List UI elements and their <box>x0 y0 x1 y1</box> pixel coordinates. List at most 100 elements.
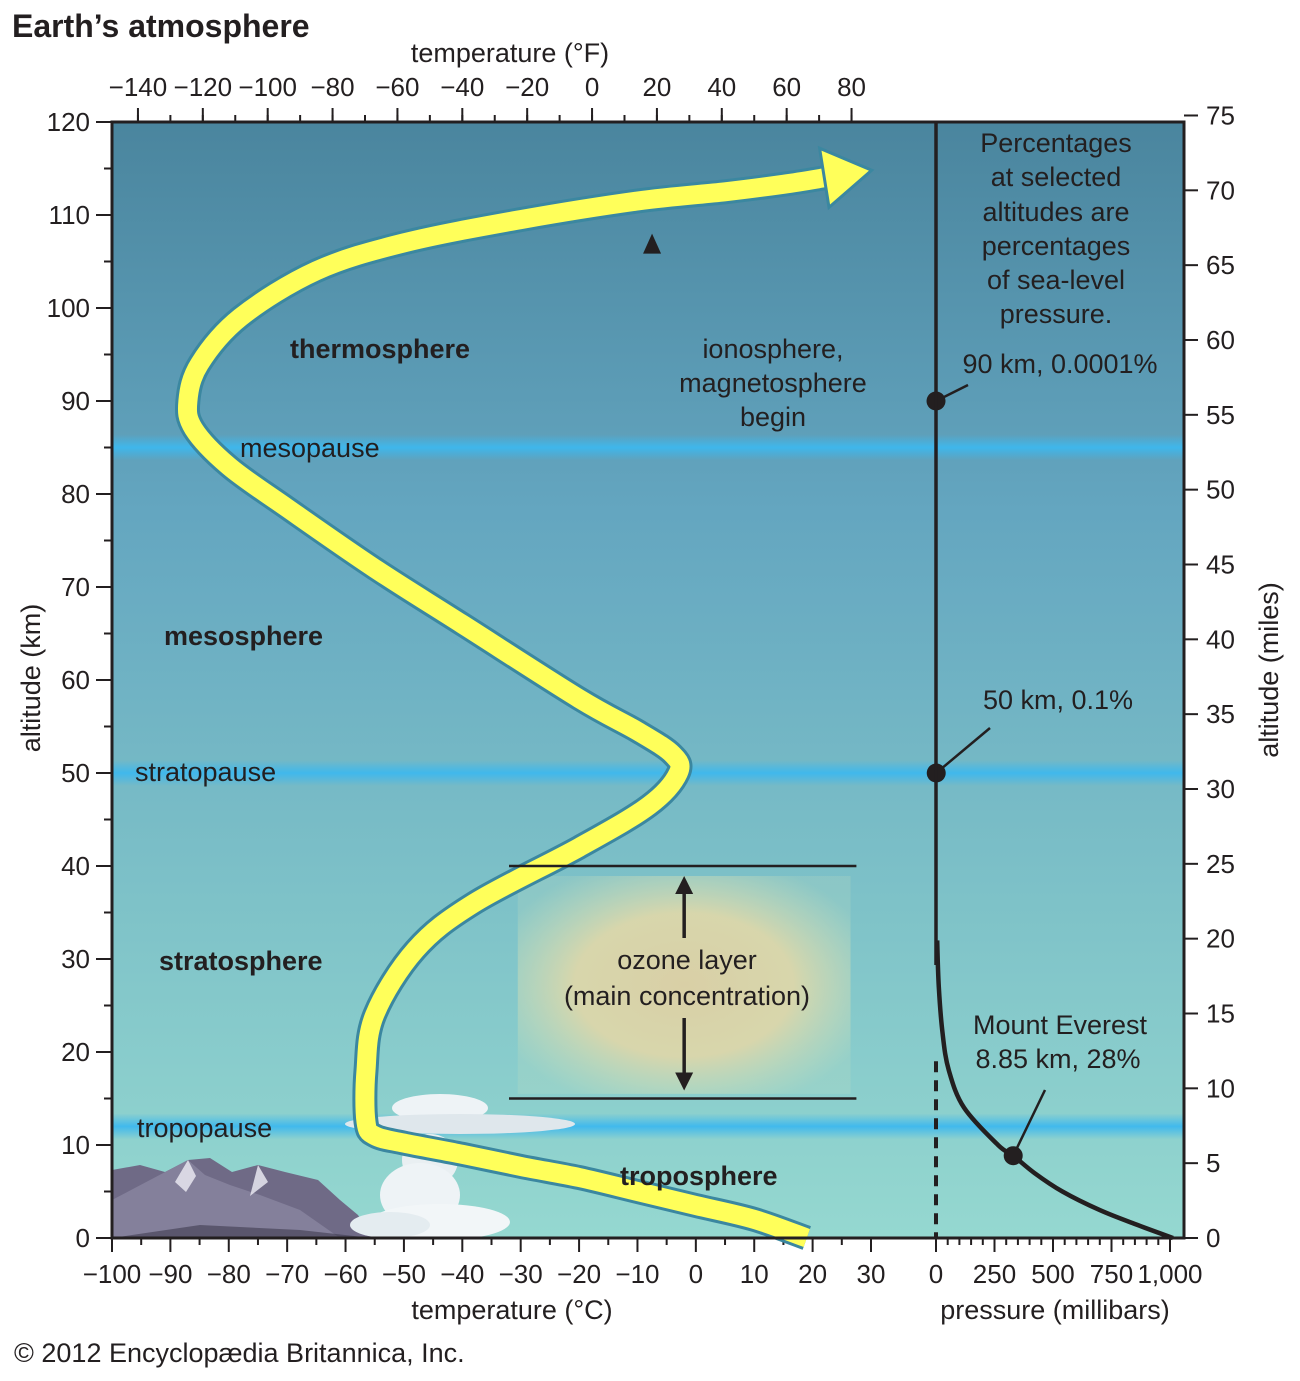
layer-label-stratosphere: stratosphere <box>159 946 323 976</box>
y-left-tick-label: 70 <box>61 572 90 602</box>
x-bottom-axis-title: temperature (°C) <box>411 1295 612 1325</box>
x-bottom-tick-label: −30 <box>499 1259 543 1289</box>
pressure-tick-label: 500 <box>1031 1259 1074 1289</box>
y-right-tick-label: 15 <box>1206 998 1235 1028</box>
y-right-tick-label: 65 <box>1206 250 1235 280</box>
y-right-tick-label: 10 <box>1206 1073 1235 1103</box>
y-left-tick-label: 100 <box>47 293 90 323</box>
y-left-tick-label: 120 <box>47 107 90 137</box>
layer-label-mesosphere: mesosphere <box>164 621 323 651</box>
layer-label-troposphere: troposphere <box>620 1161 778 1191</box>
copyright-notice: © 2012 Encyclopædia Britannica, Inc. <box>14 1338 465 1368</box>
x-top-tick-label: −40 <box>440 72 484 102</box>
boundary-label-mesopause: mesopause <box>240 433 380 463</box>
x-top-tick-label: 20 <box>642 72 671 102</box>
x-top-tick-label: 40 <box>707 72 736 102</box>
y-left-tick-label: 110 <box>49 200 90 230</box>
plot-frame <box>110 120 1186 1240</box>
boundary-band-mesopause <box>112 434 1184 461</box>
y-right-tick-label: 75 <box>1206 100 1235 130</box>
y-right-tick-label: 45 <box>1206 549 1235 579</box>
y-right-tick-label: 25 <box>1206 849 1235 879</box>
y-left-tick-label: 60 <box>61 665 90 695</box>
ozone-up-arrow-head <box>675 876 694 894</box>
mountains <box>112 1158 372 1238</box>
y-left-tick-label: 0 <box>76 1223 90 1253</box>
y-right-axis-title: altitude (miles) <box>1254 582 1284 758</box>
pressure-point-label-everest-1: Mount Everest <box>973 1010 1148 1040</box>
pressure-point-label-everest-2: 8.85 km, 28% <box>975 1044 1140 1074</box>
x-top-tick-label: −80 <box>311 72 355 102</box>
pressure-note-line-5: of sea-level <box>987 265 1125 295</box>
boundary-bands <box>112 434 1184 1140</box>
temperature-curve <box>174 145 875 1250</box>
pressure-tick-label: 0 <box>929 1259 943 1289</box>
boundary-label-tropopause: tropopause <box>137 1113 272 1143</box>
ionosphere-label-line-1: ionosphere, <box>702 334 843 364</box>
x-top-tick-label: −140 <box>109 72 168 102</box>
x-top-tick-label: −60 <box>375 72 419 102</box>
y-left-tick-label: 20 <box>61 1037 90 1067</box>
x-bottom-tick-label: 30 <box>857 1259 886 1289</box>
pressure-note-line-4: percentages <box>982 231 1131 261</box>
y-right-tick-label: 30 <box>1206 774 1235 804</box>
pressure-note-line-2: at selected <box>991 162 1122 192</box>
pressure-tick-label: 750 <box>1090 1259 1133 1289</box>
y-left-tick-label: 10 <box>61 1130 90 1160</box>
x-bottom-tick-label: −10 <box>615 1259 659 1289</box>
ionosphere-label-line-2: magnetosphere <box>679 368 867 398</box>
temperature-arrowhead <box>817 145 875 211</box>
pressure-point-marker <box>1003 1146 1023 1166</box>
y-left-tick-label: 90 <box>61 386 90 416</box>
y-right-tick-label: 0 <box>1206 1223 1220 1253</box>
y-right-tick-label: 5 <box>1206 1148 1220 1178</box>
x-bottom-tick-label: −60 <box>323 1259 367 1289</box>
temperature-curve-line <box>177 168 826 1247</box>
x-top-tick-label: −100 <box>238 72 297 102</box>
y-right-tick-label: 60 <box>1206 325 1235 355</box>
boundary-label-stratopause: stratopause <box>135 757 276 787</box>
y-left-tick-label: 30 <box>61 944 90 974</box>
y-right-tick-label: 20 <box>1206 924 1235 954</box>
ozone-label-line-2: (main concentration) <box>564 981 810 1011</box>
y-left-tick-label: 80 <box>61 479 90 509</box>
y-left-tick-label: 40 <box>61 851 90 881</box>
x-bottom-tick-label: 0 <box>689 1259 703 1289</box>
y-right-tick-label: 35 <box>1206 699 1235 729</box>
pressure-tick-label: 250 <box>973 1259 1016 1289</box>
ionosphere-arrow-head <box>643 233 662 254</box>
y-right-tick-label: 40 <box>1206 624 1235 654</box>
axes: 0 10 20 30 40 50 60 70 80 90 100 110 120 0 5 10 15 20 25 30… <box>47 72 1235 1289</box>
pressure-point-label-90km: 90 km, 0.0001% <box>962 349 1157 379</box>
x-bottom-tick-label: −20 <box>557 1259 601 1289</box>
layer-label-thermosphere: thermosphere <box>290 334 470 364</box>
pressure-note-line-1: Percentages <box>980 128 1132 158</box>
x-top-tick-label: 80 <box>837 72 866 102</box>
x-bottom-tick-label: −80 <box>207 1259 251 1289</box>
ionosphere-label-line-3: begin <box>740 402 806 432</box>
boundary-band-stratopause <box>112 760 1184 786</box>
ozone-label-line-1: ozone layer <box>617 945 757 975</box>
page-title: Earth’s atmosphere <box>12 8 310 44</box>
x-top-tick-label: 0 <box>585 72 599 102</box>
x-bottom-tick-label: −40 <box>440 1259 484 1289</box>
pressure-tick-label: 1,000 <box>1137 1259 1202 1289</box>
x-top-tick-label: 60 <box>772 72 801 102</box>
y-right-tick-label: 55 <box>1206 400 1235 430</box>
y-left-tick-label: 50 <box>61 758 90 788</box>
x-bottom-tick-label: −70 <box>265 1259 309 1289</box>
pressure-point-leader <box>935 727 991 774</box>
pressure-axis-title: pressure (millibars) <box>940 1295 1170 1325</box>
x-bottom-tick-label: 20 <box>798 1259 827 1289</box>
x-bottom-tick-label: −100 <box>83 1259 142 1289</box>
x-bottom-tick-label: −50 <box>382 1259 426 1289</box>
boundary-band-tropopause <box>112 1113 1184 1140</box>
y-left-axis-title: altitude (km) <box>16 604 46 753</box>
y-right-tick-label: 70 <box>1206 175 1235 205</box>
y-right-tick-label: 50 <box>1206 475 1235 505</box>
x-bottom-tick-label: −90 <box>148 1259 192 1289</box>
pressure-note-line-6: pressure. <box>1000 299 1113 329</box>
x-top-tick-label: −20 <box>505 72 549 102</box>
pressure-note-line-3: altitudes are <box>982 197 1129 227</box>
